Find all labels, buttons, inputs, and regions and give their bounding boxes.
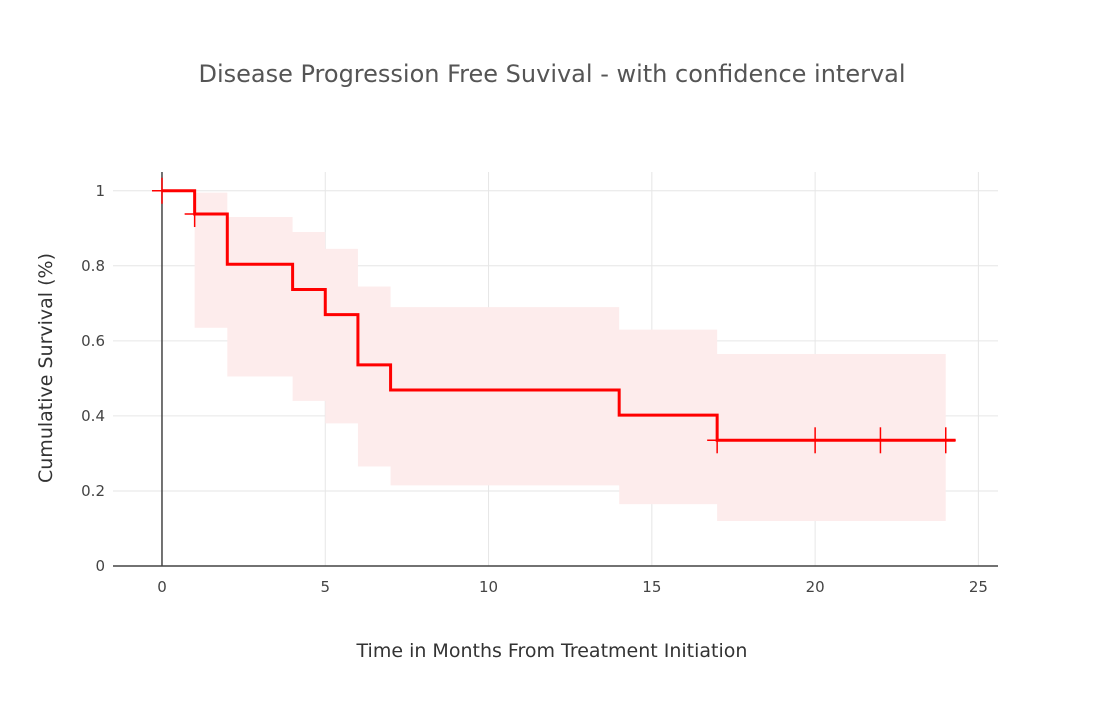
x-tick-label: 5 xyxy=(320,578,330,596)
y-axis-title: Cumulative Survival (%) xyxy=(35,253,57,483)
tick-labels: 0 5 10 15 20 25 0 0.2 0.4 0.6 0.8 1 xyxy=(81,182,988,596)
y-tick-label: 0.8 xyxy=(81,257,105,275)
censor-marks xyxy=(151,177,956,454)
y-tick-label: 0 xyxy=(95,557,105,575)
survival-step-line xyxy=(161,189,956,442)
chart-title: Disease Progression Free Suvival - with … xyxy=(198,60,905,88)
y-tick-label: 0.2 xyxy=(81,482,105,500)
confidence-band xyxy=(194,192,946,521)
y-tick-label: 0.6 xyxy=(81,332,105,350)
axes xyxy=(113,172,998,567)
y-tick-label: 1 xyxy=(95,182,105,200)
x-tick-label: 25 xyxy=(969,578,988,596)
x-axis-title: Time in Months From Treatment Initiation xyxy=(356,640,748,662)
survival-line xyxy=(161,189,956,442)
x-tick-label: 0 xyxy=(157,578,167,596)
y-tick-label: 0.4 xyxy=(81,407,105,425)
confidence-band-area xyxy=(194,192,946,521)
x-tick-label: 10 xyxy=(479,578,498,596)
x-tick-label: 15 xyxy=(642,578,661,596)
x-tick-label: 20 xyxy=(806,578,825,596)
